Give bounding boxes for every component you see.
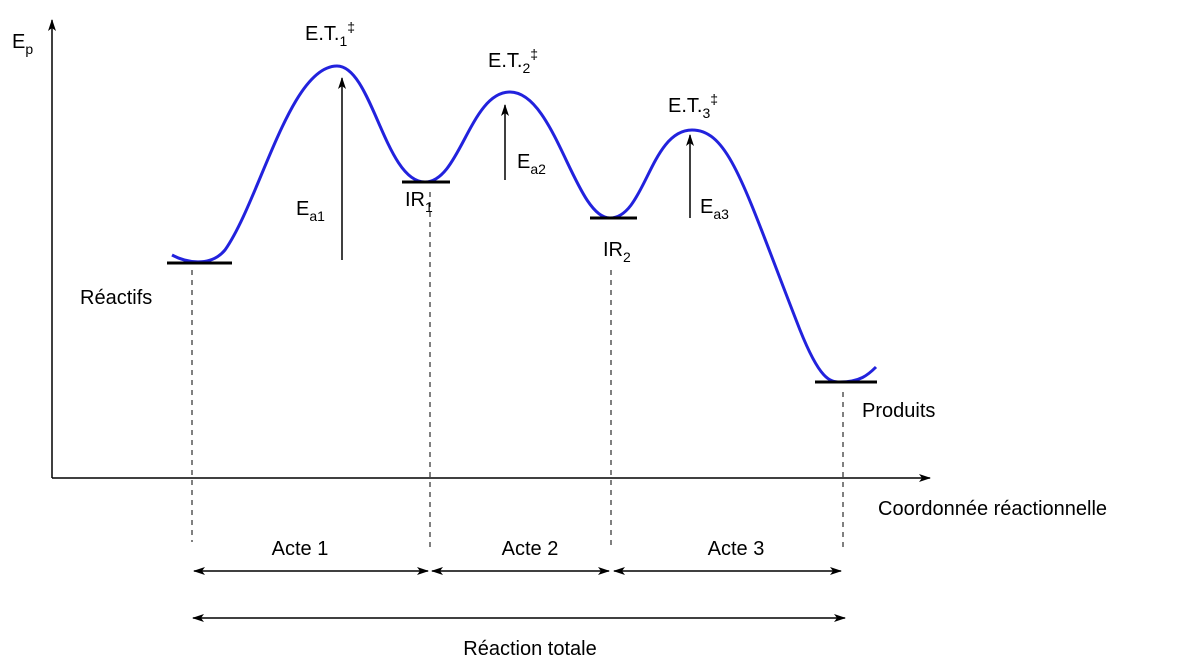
levels [167,180,877,384]
x-axis-label: Coordonnée réactionnelle [878,498,1107,520]
energy-curve [171,64,878,384]
ts-label: E.T.2‡ [488,46,538,76]
step-label: Acte 2 [502,538,559,560]
ea-label: Ea2 [517,151,546,177]
ea-label: Ea3 [700,196,729,222]
products-label: Produits [862,400,935,422]
step-label: Acte 1 [272,538,329,560]
step-arrows [192,567,846,622]
total-label: Réaction totale [463,638,596,660]
intermediate-label: IR1 [405,189,433,215]
ea-label: Ea1 [296,198,325,224]
y-axis-label: Ep [12,31,33,57]
ts-label: E.T.3‡ [668,91,718,121]
step-label: Acte 3 [708,538,765,560]
dashed-lines [191,192,844,550]
axes [48,19,931,482]
ts-label: E.T.1‡ [305,19,355,49]
intermediate-label: IR2 [603,239,631,265]
activation-arrows [338,77,694,260]
reactants-label: Réactifs [80,287,152,309]
